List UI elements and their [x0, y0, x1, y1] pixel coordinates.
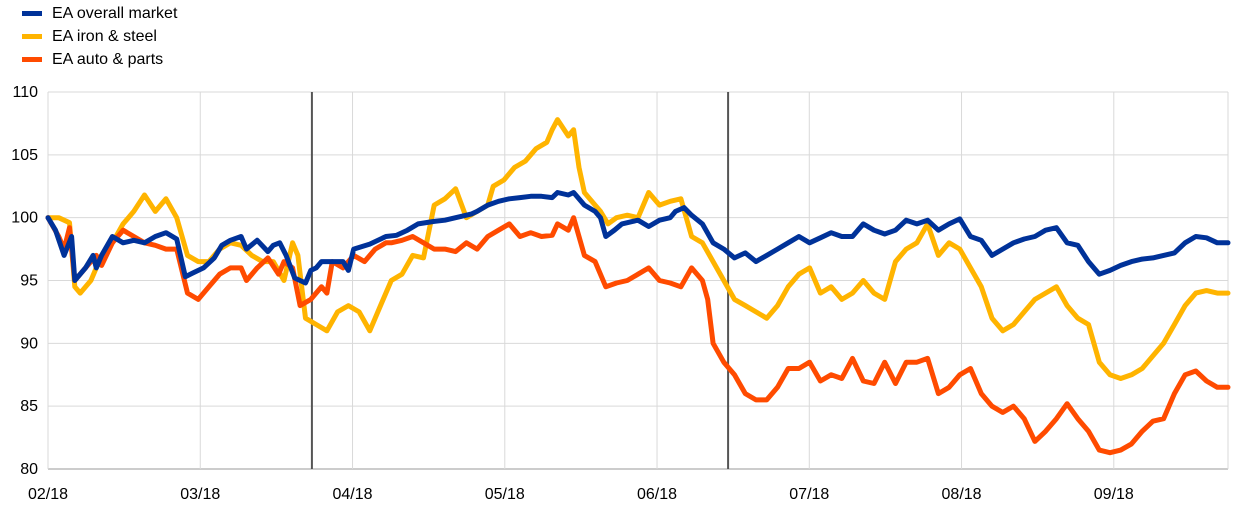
x-tick-label: 09/18 [1094, 486, 1134, 503]
y-tick-label: 105 [11, 147, 38, 164]
x-tick-label: 04/18 [332, 486, 372, 503]
x-tick-label: 08/18 [942, 486, 982, 503]
legend-label-iron-steel: EA iron & steel [52, 27, 157, 45]
legend: EA overall market EA iron & steel EA aut… [22, 2, 177, 71]
x-tick-label: 06/18 [637, 486, 677, 503]
x-tick-label: 05/18 [485, 486, 525, 503]
series-line-auto-parts [45, 215, 1231, 456]
legend-swatch-iron-steel [22, 34, 42, 39]
series-line-overall-market [45, 190, 1231, 286]
x-tick-label: 02/18 [28, 486, 68, 503]
event-marker-lines [310, 92, 730, 469]
legend-label-overall: EA overall market [52, 4, 178, 22]
y-tick-label: 85 [20, 398, 38, 415]
legend-item-iron-steel: EA iron & steel [22, 25, 177, 48]
y-tick-label: 90 [20, 335, 38, 352]
grid-lines [47, 91, 1229, 470]
legend-swatch-auto-parts [22, 57, 42, 62]
x-tick-label: 03/18 [180, 486, 220, 503]
series-lines [45, 117, 1231, 456]
legend-item-overall: EA overall market [22, 2, 177, 25]
y-tick-label: 95 [20, 273, 38, 290]
y-tick-label: 100 [11, 210, 38, 227]
x-tick-label: 07/18 [789, 486, 829, 503]
y-tick-label: 80 [20, 461, 38, 478]
y-axis-tick-labels: 80 85 90 95 100 105 110 [11, 84, 38, 478]
legend-swatch-overall [22, 11, 42, 16]
series-line-iron-steel [45, 117, 1231, 381]
y-tick-label: 110 [12, 84, 38, 101]
x-axis-tick-labels: 02/18 03/18 04/18 05/18 06/18 07/18 08/18 09/18 [28, 486, 1134, 503]
legend-item-auto-parts: EA auto & parts [22, 48, 177, 71]
legend-label-auto-parts: EA auto & parts [52, 50, 164, 68]
